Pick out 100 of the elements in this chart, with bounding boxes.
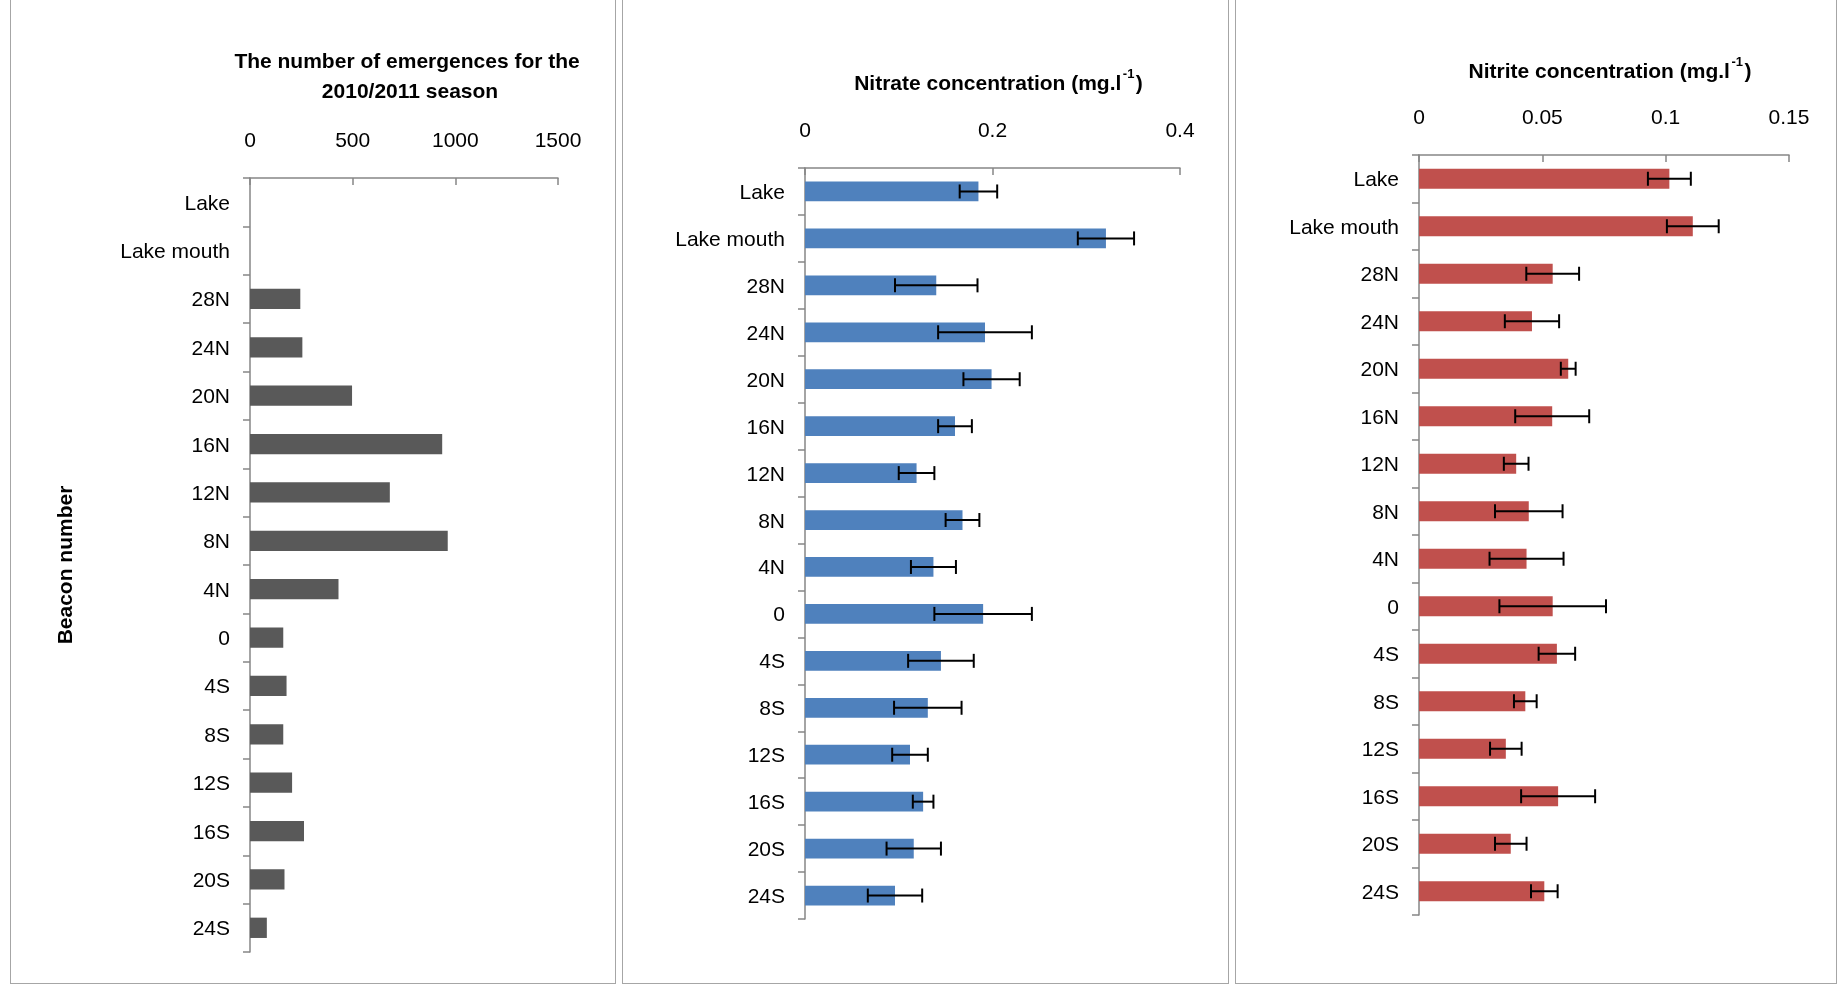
chart-title: The number of emergences for the 2010/2011 season <box>234 48 586 102</box>
y-tick-label: 12S <box>747 743 785 767</box>
bar <box>805 604 984 624</box>
y-tick-label: Lake <box>739 179 785 203</box>
bar <box>805 557 934 577</box>
x-tick-label: 500 <box>335 128 371 151</box>
bar <box>250 772 293 793</box>
x-tick-label: 0.2 <box>977 118 1008 141</box>
bar <box>1419 406 1553 427</box>
bar <box>1419 881 1545 902</box>
bar <box>250 337 303 358</box>
y-tick-label: 20S <box>192 867 230 891</box>
bar <box>1419 643 1557 664</box>
bar <box>250 288 301 310</box>
y-tick-label: 24S <box>747 884 785 908</box>
y-tick-label: 4N <box>758 555 785 579</box>
y-tick-label: 20N <box>191 384 230 408</box>
y-axis-title: Beacon number <box>53 485 76 645</box>
bar <box>1419 311 1532 332</box>
bar <box>805 650 941 671</box>
x-tick-label: 1000 <box>431 128 479 151</box>
y-tick-label: 24S <box>1361 879 1399 903</box>
bar <box>805 228 1106 249</box>
x-tick-label: 0.05 <box>1521 105 1563 128</box>
bar <box>1419 596 1553 617</box>
bar <box>1419 833 1511 854</box>
y-tick-label: Lake <box>184 190 230 214</box>
y-tick-label: 12N <box>1360 452 1399 476</box>
bar <box>805 885 895 906</box>
bar <box>805 275 937 296</box>
bar <box>250 724 284 745</box>
y-tick-label: 28N <box>191 287 230 311</box>
y-tick-label: 8N <box>203 529 230 553</box>
y-tick-label: 4S <box>204 674 230 698</box>
bar <box>250 627 284 648</box>
bar <box>1419 263 1553 284</box>
bar <box>250 482 390 503</box>
y-tick-label: 4N <box>1372 547 1399 571</box>
bar <box>805 791 924 812</box>
bar <box>250 433 443 455</box>
bar <box>805 838 914 859</box>
y-tick-label: 20N <box>746 367 785 391</box>
y-tick-label: 24N <box>1360 309 1399 333</box>
y-tick-label: 16S <box>192 819 230 843</box>
bar <box>1419 501 1529 522</box>
bar <box>1419 548 1527 569</box>
bar <box>250 579 339 600</box>
x-tick-label: 0.4 <box>1165 118 1195 141</box>
y-tick-label: 0 <box>773 602 785 626</box>
y-tick-label: 24N <box>191 335 230 359</box>
x-tick-label: 0 <box>799 118 811 141</box>
x-tick-label: 0.1 <box>1651 105 1681 128</box>
y-tick-label: 4S <box>759 649 785 673</box>
y-tick-label: 8N <box>1372 499 1399 523</box>
bar <box>250 675 287 697</box>
y-tick-label: 20N <box>1360 357 1399 381</box>
x-tick-label: 0 <box>244 128 256 151</box>
bar <box>1419 738 1506 759</box>
y-tick-label: 0 <box>1387 594 1399 618</box>
y-tick-label: 20S <box>747 837 785 861</box>
y-tick-label: 12N <box>191 480 230 504</box>
y-tick-label: 16S <box>747 790 785 814</box>
bar <box>1419 168 1670 189</box>
bar <box>805 510 963 530</box>
y-tick-label: 24N <box>746 320 785 344</box>
y-tick-label: Lake <box>1353 167 1399 191</box>
y-tick-label: 16N <box>191 432 230 456</box>
bar <box>1419 453 1517 474</box>
x-tick-label: 0.15 <box>1768 105 1810 128</box>
y-tick-label: 12S <box>1361 737 1399 761</box>
bar <box>805 463 917 483</box>
y-tick-label: 8S <box>204 722 230 746</box>
y-tick-label: 16N <box>1360 404 1399 428</box>
bar <box>1419 691 1526 712</box>
y-tick-label: 0 <box>218 626 230 650</box>
y-tick-label: 16S <box>1361 784 1399 808</box>
y-tick-label: 12N <box>746 461 785 485</box>
y-tick-label: 8N <box>758 508 785 532</box>
bar <box>250 869 285 890</box>
y-tick-label: 28N <box>746 273 785 297</box>
y-tick-label: Lake mouth <box>1289 214 1399 238</box>
bar <box>250 530 448 551</box>
y-tick-label: 12S <box>192 771 230 795</box>
bar <box>805 416 955 437</box>
bar <box>805 697 928 718</box>
y-tick-label: 24S <box>192 916 230 940</box>
bar <box>250 385 353 406</box>
bar <box>805 744 910 765</box>
y-tick-label: 4S <box>1373 642 1399 666</box>
bar <box>805 181 979 202</box>
bar <box>250 820 304 842</box>
bar <box>250 917 267 938</box>
y-tick-label: Lake mouth <box>120 239 230 263</box>
bar <box>1419 786 1559 807</box>
x-tick-label: 0 <box>1413 105 1425 128</box>
y-tick-label: 8S <box>1373 689 1399 713</box>
y-tick-label: Lake mouth <box>675 226 785 250</box>
bar <box>1419 358 1569 379</box>
y-tick-label: 16N <box>746 414 785 438</box>
y-tick-label: 8S <box>759 696 785 720</box>
